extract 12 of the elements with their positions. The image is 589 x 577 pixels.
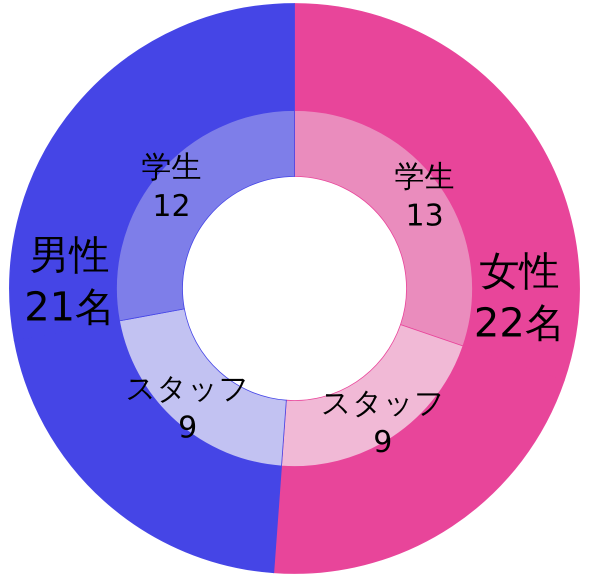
text: 22名: [474, 300, 565, 347]
data-label: 12: [152, 189, 191, 224]
slice-label: スタッフ: [126, 372, 250, 407]
text: 21名: [24, 284, 116, 330]
text: 男性: [30, 232, 110, 278]
slice-label: スタッフ: [320, 386, 445, 421]
data-label: 9: [373, 424, 392, 460]
slice-label: 学生: [142, 150, 202, 186]
slice-label: 学生: [394, 159, 455, 194]
text: 女性: [479, 248, 560, 295]
data-label: 13: [406, 198, 444, 234]
data-label: 9: [178, 410, 198, 446]
